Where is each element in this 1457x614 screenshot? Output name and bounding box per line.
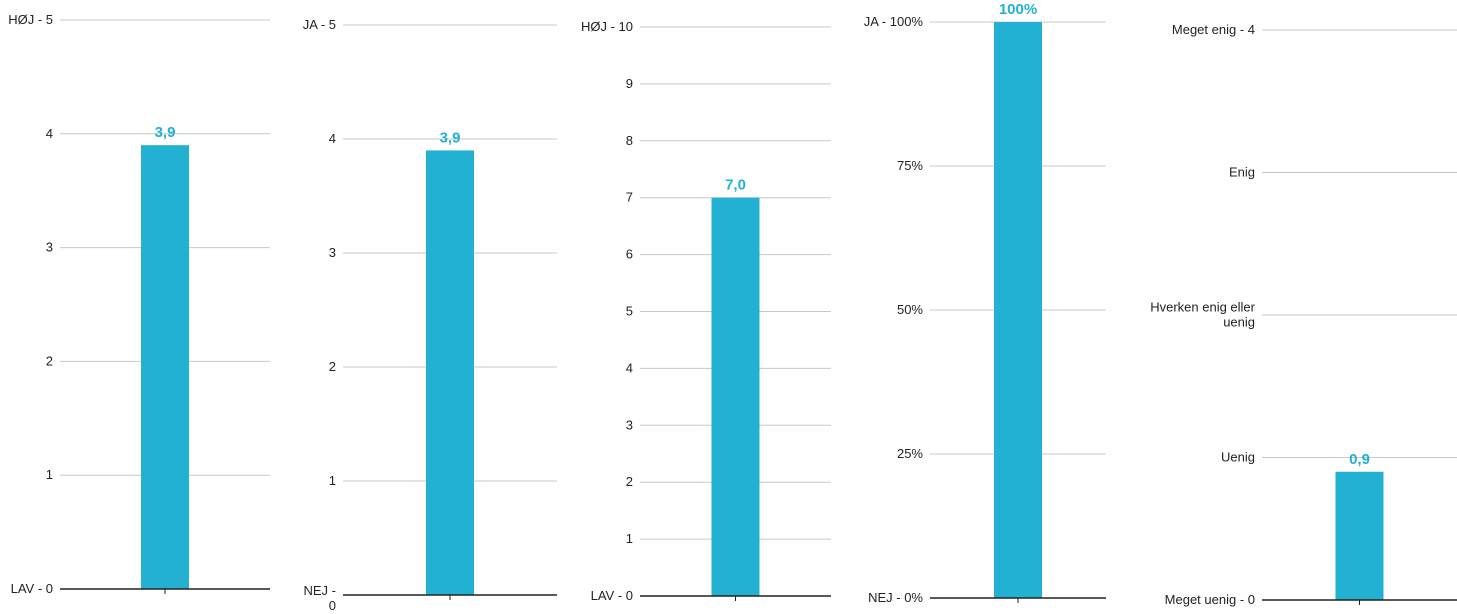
bar-value-label: 3,9: [440, 129, 461, 146]
y-tick-label: JA - 100%: [864, 14, 924, 29]
y-tick-label: 4: [329, 131, 336, 146]
y-tick-label: HØJ - 10: [581, 19, 633, 34]
y-tick-label: 2: [329, 359, 336, 374]
y-tick-label: 5: [626, 304, 633, 319]
y-tick-label: 4: [626, 360, 633, 375]
y-tick-label: 7: [626, 190, 633, 205]
chart-2: NEJ -0 1 2 3 4 JA - 5 3,9: [303, 17, 557, 613]
y-tick-label: 8: [626, 133, 633, 148]
bar-value-label: 0,9: [1349, 451, 1370, 468]
y-tick-label: JA - 5: [303, 17, 336, 32]
y-tick-label: NEJ - 0%: [868, 590, 923, 605]
y-tick-label: 1: [329, 473, 336, 488]
y-tick-label: 3: [626, 417, 633, 432]
chart-4: NEJ - 0% 25% 50% 75% JA - 100% 100%: [864, 1, 1106, 605]
y-tick-label: 1: [46, 467, 53, 482]
bar: [141, 145, 189, 589]
y-tick-label: Meget enig - 4: [1172, 22, 1255, 37]
y-tick-label: Uenig: [1221, 450, 1255, 465]
y-tick-label: 2: [46, 353, 53, 368]
y-tick-label: Meget uenig - 0: [1165, 592, 1255, 607]
y-tick-label: 75%: [897, 158, 923, 173]
y-tick-label: 6: [626, 247, 633, 262]
y-tick-label: Enig: [1229, 165, 1255, 180]
bar-value-label: 100%: [999, 1, 1037, 18]
y-tick-label: 50%: [897, 302, 923, 317]
bar-value-label: 3,9: [155, 124, 176, 141]
y-tick-label: 9: [626, 76, 633, 91]
chart-3: LAV - 0 1 2 3 4 5 6 7 8 9 HØJ - 10 7,0: [581, 19, 831, 603]
chart-5: Meget uenig - 0 Uenig Hverken enig eller ue…: [1150, 22, 1457, 607]
y-tick-label: LAV - 0: [591, 588, 633, 603]
y-tick-label: 25%: [897, 446, 923, 461]
y-tick-label: 3: [46, 240, 53, 255]
y-tick-label: 3: [329, 245, 336, 260]
bar: [994, 22, 1042, 598]
chart-1: LAV - 0 1 2 3 4 HØJ - 5 3,9: [8, 12, 270, 596]
y-tick-label: Hverken enig eller uenig: [1150, 300, 1255, 330]
bar-value-label: 7,0: [725, 177, 746, 194]
y-tick-label: 4: [46, 126, 53, 141]
bar: [1335, 471, 1384, 600]
bar: [426, 150, 474, 595]
y-tick-label: HØJ - 5: [8, 12, 53, 27]
y-tick-label: NEJ -0: [304, 583, 337, 613]
y-tick-label: LAV - 0: [11, 581, 53, 596]
y-tick-label: 2: [626, 474, 633, 489]
bar: [711, 197, 760, 596]
y-tick-label: 1: [626, 531, 633, 546]
